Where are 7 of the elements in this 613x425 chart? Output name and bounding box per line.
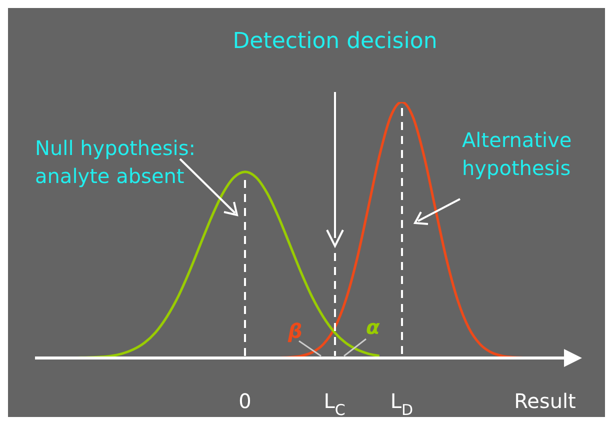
annotation: β bbox=[287, 319, 302, 343]
annotation: Null hypothesis: analyte absent bbox=[35, 136, 196, 188]
x-axis-title: Result bbox=[514, 389, 576, 413]
annotation: α bbox=[366, 315, 380, 339]
chart-title: Detection decision bbox=[232, 29, 438, 54]
annotation: Alternative hypothesis bbox=[462, 128, 572, 180]
x-tick-label: 0 bbox=[238, 389, 252, 413]
